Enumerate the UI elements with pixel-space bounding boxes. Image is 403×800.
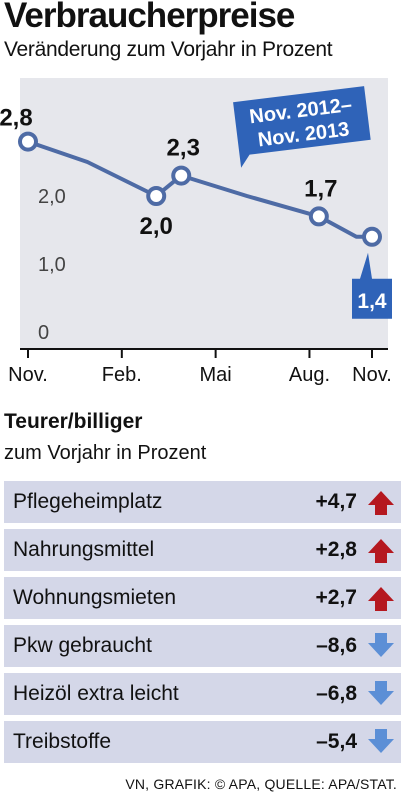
row-value: –5,4 [316,730,357,753]
row-value: –8,6 [316,634,357,657]
period-badge: Nov. 2012– Nov. 2013 [233,86,371,168]
y-tick-label: 0 [38,322,49,344]
data-point [171,165,192,186]
source-note: VN, GRAFIK: © APA, QUELLE: APA/STAT. [125,776,397,792]
data-label: 1,7 [304,175,337,202]
row-value: +2,8 [315,538,357,561]
row-label: Nahrungsmittel [13,538,155,561]
row-value: –6,8 [316,682,357,705]
x-tick-label: Nov. [8,364,48,386]
arrow-down-icon [368,633,394,657]
data-label: 2,0 [140,213,173,240]
y-axis: 0 1,0 2,0 [38,186,66,344]
arrow-shape [368,681,394,705]
data-point [308,206,329,227]
row-label: Treibstoffe [13,730,112,753]
table-title: Teurer/billiger [4,410,143,433]
arrow-down-icon [368,729,394,753]
line-chart: 0 1,0 2,0 Nov. Feb. Mai Aug. Nov. Nov. 2012– N… [0,78,392,386]
data-labels: 2,8 2,0 2,3 1,7 1,4 [0,105,392,319]
arrow-up-icon [368,539,394,563]
x-tick-label: Feb. [102,364,142,386]
table-row: Pflegeheimplatz +4,7 [4,481,401,523]
change-table: Pflegeheimplatz +4,7 Nahrungsmittel +2,8… [4,481,401,769]
y-tick-label: 2,0 [38,186,66,208]
arrow-shape [368,729,394,753]
data-point [18,131,38,152]
arrow-up-icon [368,491,394,515]
table-row: Heizöl extra leicht –6,8 [4,673,401,715]
x-tick-label: Mai [200,364,232,386]
row-label: Pkw gebraucht [13,634,152,657]
row-label: Wohnungsmieten [13,586,177,609]
arrow-down-icon [368,681,394,705]
series-markers [18,131,382,247]
row-label: Heizöl extra leicht [13,682,179,705]
table-subtitle: zum Vorjahr in Prozent [4,442,207,464]
badge-shape [233,86,371,168]
data-label: 2,8 [0,105,33,132]
series-line [27,139,372,239]
arrow-shape [368,587,394,611]
table-row: Treibstoffe –5,4 [4,721,401,763]
chart-subtitle: Veränderung zum Vorjahr in Prozent [4,38,333,61]
data-label: 2,3 [167,135,200,162]
data-label: 1,4 [357,290,387,313]
arrow-shape [368,539,394,563]
row-value: +2,7 [315,586,357,609]
data-point [146,186,167,206]
x-axis: Nov. Feb. Mai Aug. Nov. [8,349,392,386]
y-tick-label: 1,0 [38,254,66,276]
x-tick-label: Nov. [352,364,392,386]
row-value: +4,7 [315,490,357,513]
row-label: Pflegeheimplatz [13,490,163,513]
arrow-shape [368,633,394,657]
table-row: Pkw gebraucht –8,6 [4,625,401,667]
value-callout [352,252,392,319]
table-row: Nahrungsmittel +2,8 [4,529,401,571]
data-point [362,226,382,247]
table-row: Wohnungsmieten +2,7 [4,577,401,619]
arrow-shape [368,491,394,515]
arrow-up-icon [368,587,394,611]
x-tick-label: Aug. [289,364,330,386]
chart-title: Verbraucherpreise [4,0,295,35]
